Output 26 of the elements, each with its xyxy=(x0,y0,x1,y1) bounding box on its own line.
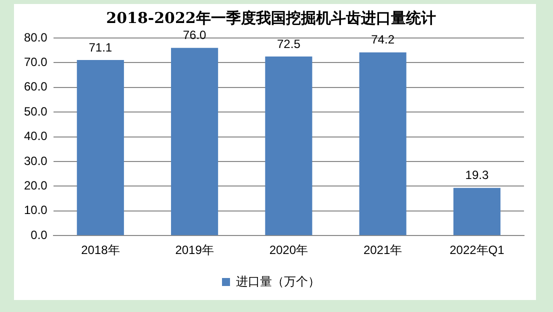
y-tick-label: 70.0 xyxy=(24,55,48,70)
y-tick-label: 80.0 xyxy=(24,30,48,44)
y-tick-label: 40.0 xyxy=(24,129,48,144)
y-tick-label: 60.0 xyxy=(24,80,48,94)
chart-title: 2018-2022年一季度我国挖掘机斗齿进口量统计 xyxy=(106,8,436,27)
data-label: 71.1 xyxy=(88,40,112,54)
bar xyxy=(171,48,218,236)
bar xyxy=(359,52,406,236)
y-tick-label: 20.0 xyxy=(24,178,48,193)
x-tick-label: 2020年 xyxy=(269,243,308,258)
x-tick-label: 2018年 xyxy=(81,243,120,258)
bar xyxy=(453,188,500,236)
y-tick-label: 10.0 xyxy=(24,203,48,218)
data-label: 74.2 xyxy=(371,32,395,47)
data-label: 76.0 xyxy=(182,28,207,42)
bar xyxy=(265,56,312,236)
data-label: 19.3 xyxy=(465,168,489,182)
x-tick-label: 2021年 xyxy=(363,243,402,258)
data-label: 72.5 xyxy=(277,36,301,51)
legend-label: 进口量（万个） xyxy=(236,274,320,288)
y-tick-label: 0.0 xyxy=(30,228,48,242)
y-tick-label: 50.0 xyxy=(24,104,48,118)
y-tick-label: 30.0 xyxy=(24,154,48,168)
x-tick-label: 2019年 xyxy=(175,243,214,258)
x-tick-label: 2022年Q1 xyxy=(450,243,505,258)
bar xyxy=(76,60,124,236)
